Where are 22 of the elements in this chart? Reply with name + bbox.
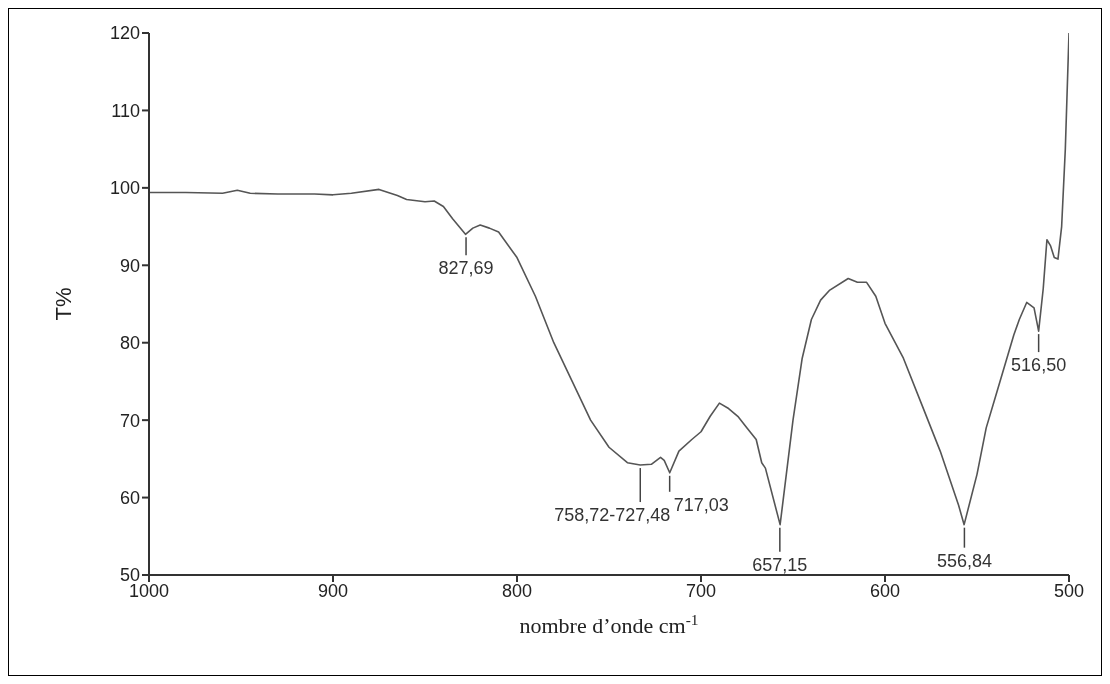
x-tick-label: 900 <box>317 580 349 601</box>
y-axis-title: T% <box>51 287 76 321</box>
y-tick-label: 90 <box>119 255 140 276</box>
y-tick-label: 110 <box>111 100 140 121</box>
y-tick-label: 60 <box>119 487 140 508</box>
x-tick-label: 700 <box>685 580 717 601</box>
annotation: 758,72-727,48 <box>554 505 671 526</box>
annotation: 657,15 <box>752 554 808 575</box>
annotation: 516,50 <box>1011 355 1067 376</box>
x-tick-label: 1000 <box>128 580 170 601</box>
line-series <box>149 33 1069 526</box>
annotation: 827,69 <box>438 258 494 279</box>
y-tick-label: 70 <box>119 410 140 431</box>
y-tick-label: 80 <box>119 333 140 354</box>
x-axis-title: nombre d’onde cm$^{-1}$ <box>519 610 699 638</box>
annotation: 556,84 <box>936 550 992 571</box>
x-tick-label: 500 <box>1053 580 1085 601</box>
x-tick-label: 600 <box>869 580 901 601</box>
annotation: 717,03 <box>673 494 729 515</box>
y-tick-label: 100 <box>109 178 140 199</box>
y-tick-label: 120 <box>109 23 140 44</box>
x-tick-label: 800 <box>501 580 533 601</box>
